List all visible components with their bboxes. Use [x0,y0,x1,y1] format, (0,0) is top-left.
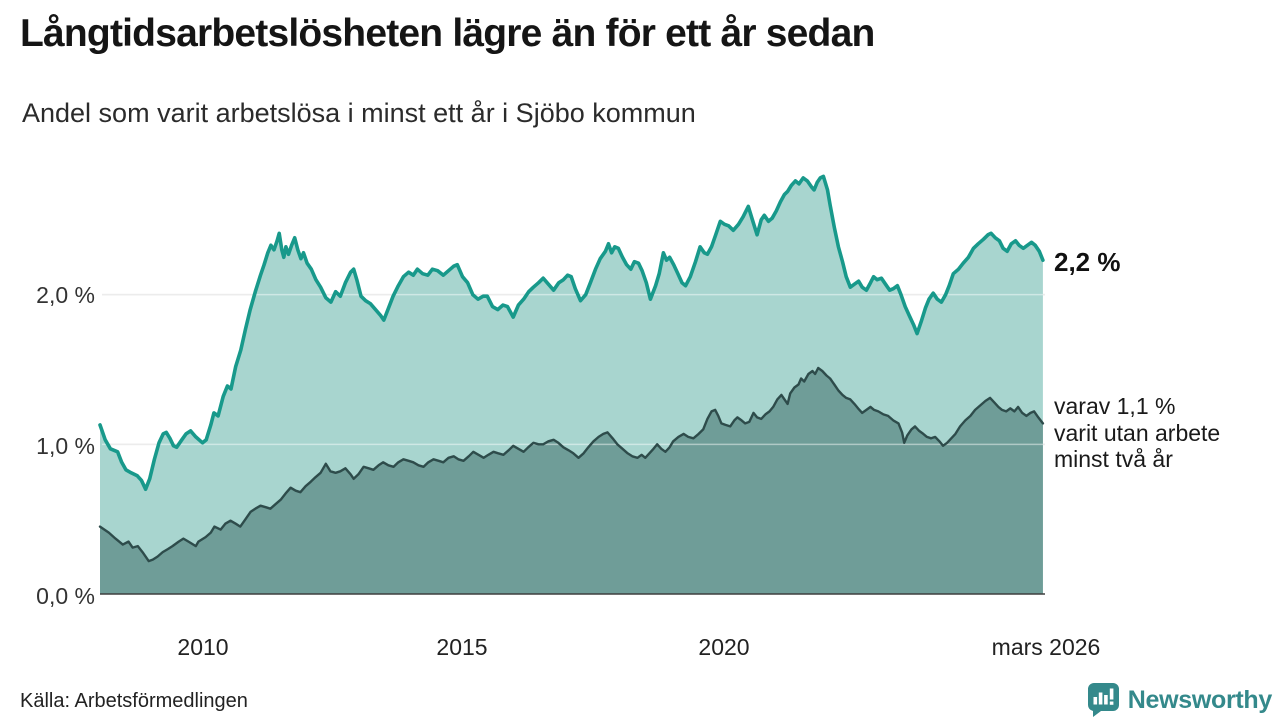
secondary-series-label-line1: varav 1,1 % [1054,393,1176,419]
x-axis-tick-2020: 2020 [698,634,750,660]
source-credit: Källa: Arbetsförmedlingen [20,690,248,712]
page-title: Långtidsarbetslösheten lägre än för ett … [20,12,875,55]
y-axis-tick-0: 0,0 % [36,583,95,609]
newsworthy-logo-icon [1087,683,1119,717]
x-axis-tick-2010: 2010 [177,634,229,660]
y-axis-tick-2: 2,0 % [36,282,95,308]
logo-bar-3 [1103,695,1108,705]
secondary-series-label-line3: minst två år [1054,446,1173,472]
logo-exclamation-dot [1109,701,1114,705]
x-axis-tick-latest: mars 2026 [991,634,1101,660]
logo-bar-2 [1098,692,1103,705]
newsworthy-logo: Newsworthy [1087,682,1272,718]
secondary-series-label: varav 1,1 % varit utan arbete minst två … [1054,393,1220,473]
secondary-series-label-line2: varit utan arbete [1054,419,1221,446]
newsworthy-wordmark: Newsworthy [1127,685,1273,714]
logo-exclamation-stem [1109,688,1114,700]
y-axis-tick-1: 1,0 % [36,433,95,459]
latest-value-label: 2,2 % [1054,247,1121,277]
logo-bar-1 [1093,697,1097,705]
page-subtitle: Andel som varit arbetslösa i minst ett å… [22,98,696,128]
x-axis-tick-2015: 2015 [436,634,488,660]
